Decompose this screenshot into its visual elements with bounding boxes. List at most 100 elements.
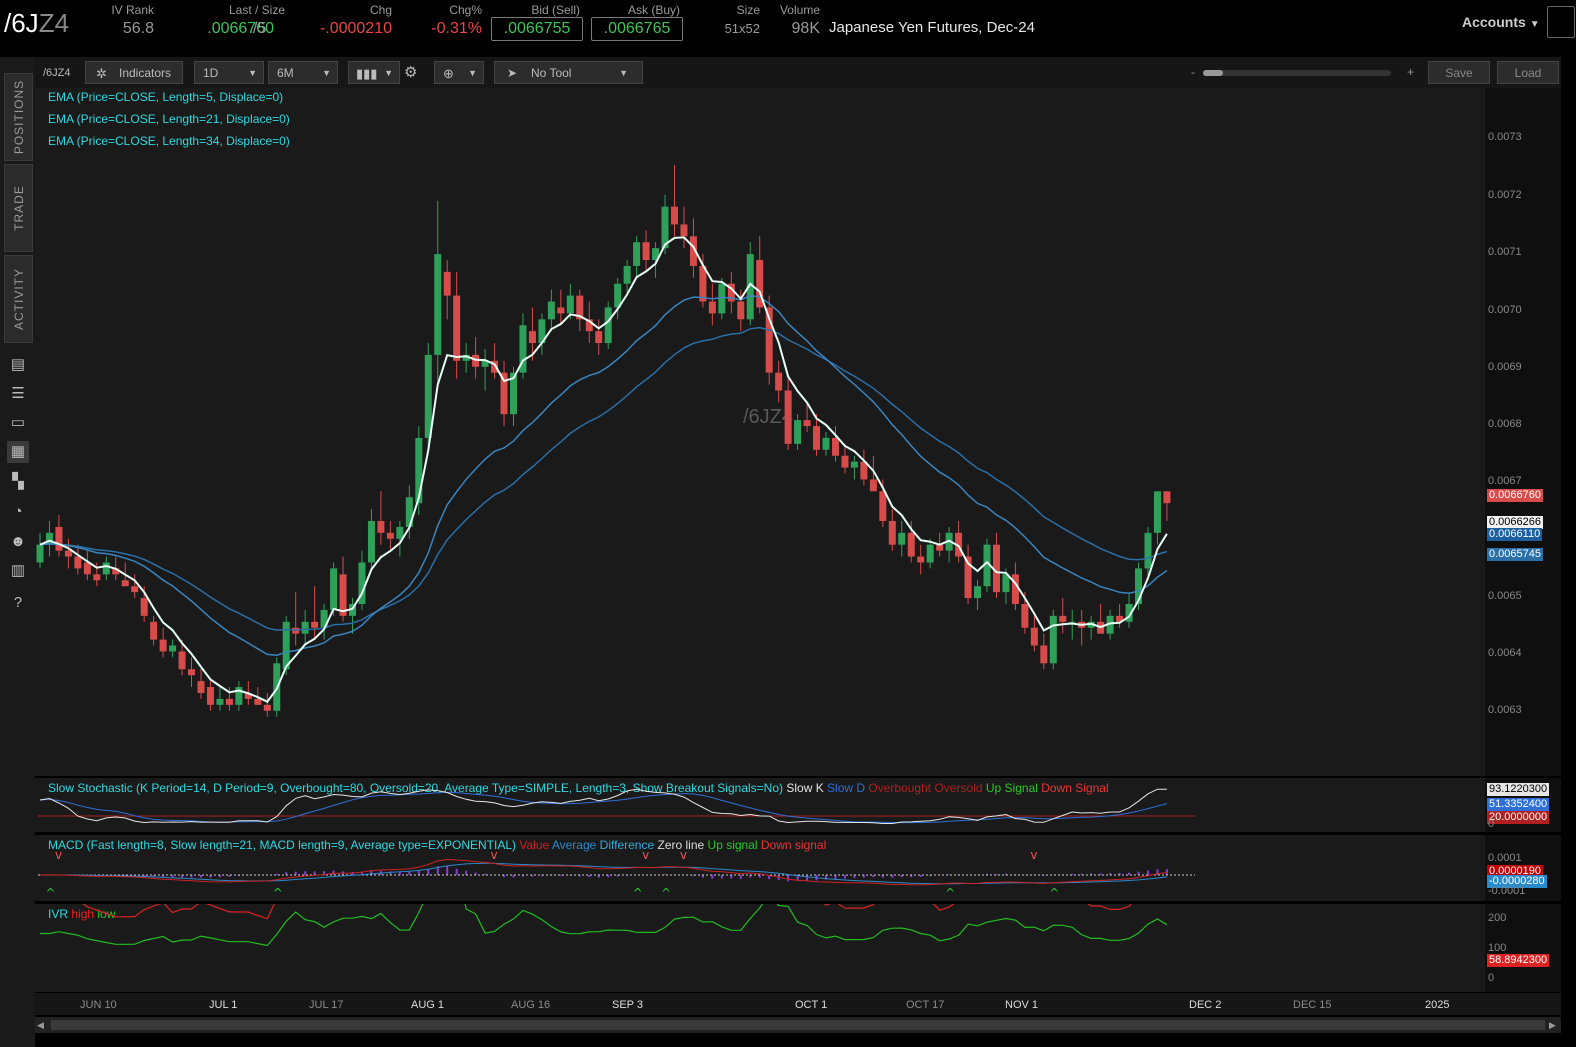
candle[interactable] <box>794 420 802 444</box>
candle[interactable] <box>1049 615 1057 664</box>
candle[interactable] <box>131 586 139 593</box>
candle[interactable] <box>235 687 243 705</box>
candle[interactable] <box>415 437 423 504</box>
grid-icon[interactable]: ▚ <box>12 473 24 490</box>
list-icon[interactable]: ☰ <box>11 385 25 402</box>
candle[interactable] <box>623 265 631 284</box>
candle[interactable] <box>1011 574 1019 604</box>
bid-button[interactable]: .0066755 <box>491 17 583 41</box>
candle[interactable] <box>718 283 726 314</box>
candle[interactable] <box>45 532 53 545</box>
load-button[interactable]: Load <box>1497 61 1559 84</box>
candle[interactable] <box>339 574 347 616</box>
tab-activity[interactable]: ACTIVITY <box>4 255 33 343</box>
candle[interactable] <box>727 283 735 302</box>
candle[interactable] <box>377 520 385 533</box>
candle[interactable] <box>254 698 262 705</box>
candle[interactable] <box>1059 615 1067 622</box>
candle[interactable] <box>964 556 972 599</box>
candle[interactable] <box>405 497 413 527</box>
candle[interactable] <box>576 295 584 320</box>
interval-select[interactable]: 1D ▼ <box>194 61 264 84</box>
price-panel[interactable]: EMA (Price=CLOSE, Length=5, Displace=0) … <box>35 88 1485 776</box>
candle[interactable] <box>1116 615 1124 622</box>
drawing-style-select[interactable]: ⊕ ▼ <box>434 61 484 84</box>
candle[interactable] <box>841 455 849 468</box>
candle[interactable] <box>500 372 508 415</box>
scroll-right-icon[interactable]: ▶ <box>1549 1020 1556 1030</box>
help-icon[interactable]: ? <box>13 594 23 611</box>
candle[interactable] <box>756 260 764 308</box>
candle[interactable] <box>282 621 290 670</box>
zoom-out-button[interactable]: - <box>1191 65 1195 79</box>
candle[interactable] <box>491 360 499 373</box>
candle[interactable] <box>1021 604 1029 628</box>
scrollbar-thumb[interactable] <box>51 1020 1545 1030</box>
candle[interactable] <box>1144 532 1152 569</box>
candle[interactable] <box>206 687 214 705</box>
chart-style-select[interactable]: ▮▮▮ ▼ <box>348 61 400 84</box>
horizontal-scrollbar[interactable]: ◀ ▶ <box>35 1017 1561 1033</box>
candle[interactable] <box>1002 574 1010 593</box>
candle[interactable] <box>121 580 129 587</box>
ask-button[interactable]: .0066765 <box>591 17 683 41</box>
price-axis[interactable]: 0.0073 0.0072 0.0071 0.0070 0.0069 0.006… <box>1485 88 1561 776</box>
candle[interactable] <box>595 331 603 344</box>
candle[interactable] <box>311 621 319 628</box>
candle[interactable] <box>585 319 593 332</box>
zoom-in-button[interactable]: + <box>1407 65 1415 79</box>
candle[interactable] <box>765 307 773 373</box>
candle[interactable] <box>831 437 839 456</box>
calendar-icon[interactable]: ▥ <box>10 562 26 579</box>
candle[interactable] <box>661 206 669 249</box>
candle[interactable] <box>443 271 451 296</box>
tab-trade[interactable]: TRADE <box>4 164 33 252</box>
candle[interactable] <box>216 698 224 705</box>
candle[interactable] <box>566 295 574 314</box>
candle[interactable] <box>907 532 915 557</box>
zoom-slider[interactable] <box>1203 70 1391 76</box>
candle[interactable] <box>680 224 688 237</box>
candle[interactable] <box>453 295 461 361</box>
candle[interactable] <box>102 562 110 575</box>
candle[interactable] <box>1125 604 1133 622</box>
ema21-study-label[interactable]: EMA (Price=CLOSE, Length=21, Displace=0) <box>48 112 290 126</box>
candle[interactable] <box>557 307 565 314</box>
candle[interactable] <box>670 206 678 225</box>
stochastic-legend[interactable]: Slow Stochastic (K Period=14, D Period=9… <box>48 781 1109 795</box>
candle[interactable] <box>538 319 546 344</box>
candle[interactable] <box>633 242 641 266</box>
candle[interactable] <box>708 301 716 314</box>
macd-panel[interactable]: MACD (Fast length=8, Slow length=21, MAC… <box>35 835 1485 901</box>
candle[interactable] <box>462 354 470 361</box>
candle[interactable] <box>850 461 858 468</box>
candle[interactable] <box>926 544 934 563</box>
candle[interactable] <box>784 390 792 444</box>
candle[interactable] <box>159 639 167 652</box>
scroll-left-icon[interactable]: ◀ <box>37 1020 44 1030</box>
candle[interactable] <box>244 692 252 699</box>
candle[interactable] <box>879 491 887 521</box>
candle[interactable] <box>263 704 271 711</box>
candle[interactable] <box>936 544 944 551</box>
candle[interactable] <box>169 645 177 652</box>
candle[interactable] <box>869 479 877 492</box>
candle[interactable] <box>197 681 205 693</box>
candle[interactable] <box>349 604 357 616</box>
time-axis[interactable]: JUN 10 JUL 1 JUL 17 AUG 1 AUG 16 SEP 3 O… <box>35 993 1561 1015</box>
candle[interactable] <box>83 562 91 575</box>
news-icon[interactable]: ▤ <box>10 356 26 373</box>
candle[interactable] <box>396 526 404 539</box>
accounts-menu[interactable]: Accounts ▼ <box>1462 14 1540 30</box>
ivr-panel[interactable]: IVR high low <box>35 904 1485 992</box>
candle[interactable] <box>140 598 148 616</box>
candle[interactable] <box>813 426 821 450</box>
candle[interactable] <box>983 544 991 587</box>
chart-icon[interactable]: ▦ <box>7 441 29 463</box>
candle[interactable] <box>652 248 660 260</box>
candle[interactable] <box>1106 615 1114 634</box>
candle[interactable] <box>955 532 963 557</box>
candle[interactable] <box>642 242 650 260</box>
candle[interactable] <box>992 544 1000 593</box>
range-select[interactable]: 6M ▼ <box>268 61 338 84</box>
